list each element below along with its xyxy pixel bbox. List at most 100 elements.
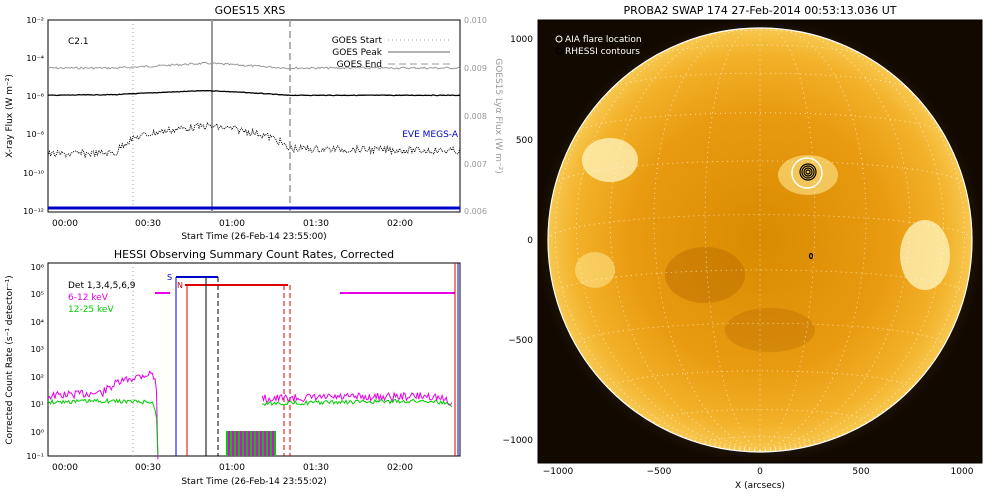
rhessi-contour <box>803 167 813 177</box>
goes-x-tick: 00:30 <box>135 219 161 229</box>
goes-legend-end: GOES End <box>337 60 382 70</box>
hessi-y-tick: 10⁴ <box>31 318 44 327</box>
hessi-x-ticks: 00:00 00:30 01:00 01:30 02:00 <box>52 463 413 473</box>
active-region <box>582 138 638 182</box>
hessi-frame <box>47 262 461 457</box>
longitude-line <box>759 239 973 451</box>
goes-x-tick: 02:00 <box>387 219 413 229</box>
goes-y-tick: 10⁻² <box>26 16 44 25</box>
hessi-x-tick: 02:00 <box>387 463 413 473</box>
hessi-y-ticks: 10⁶ 10⁵ 10⁴ 10³ 10² 10¹ 10⁰ 10⁻¹ <box>26 263 44 461</box>
goes-y-tick: 10⁻⁶ <box>26 92 44 101</box>
goes-y-tick-right: 0.007 <box>464 160 487 169</box>
goes-x-tick: 01:30 <box>303 219 329 229</box>
goes-ylabel-left: X-ray Flux (W m⁻²) <box>5 74 15 158</box>
goes-legend: GOES Start GOES Peak GOES End <box>332 36 450 70</box>
swap-y-tick: −1000 <box>503 436 534 446</box>
limb-circle <box>547 27 973 453</box>
rhessi-contour <box>801 165 815 179</box>
hessi-legend-det: Det 1,3,4,5,6,9 <box>68 281 136 291</box>
active-region <box>575 252 615 288</box>
goes-y-tick-right: 0.009 <box>464 64 487 73</box>
goes-y-tick: 10⁻⁸ <box>26 130 44 139</box>
hessi-legend-low: 6-12 keV <box>68 293 109 303</box>
swap-y-tick: 1000 <box>510 35 533 45</box>
hessi-title: HESSI Observing Summary Count Rates, Cor… <box>114 248 394 261</box>
longitude-line <box>759 49 966 451</box>
rhessi-contour <box>808 252 814 260</box>
coronal-hole <box>725 308 815 352</box>
longitude-line <box>554 49 761 451</box>
goes-legend-peak: GOES Peak <box>332 48 382 58</box>
goes-frame <box>47 19 461 213</box>
goes-xlabel: Start Time (26-Feb-14 23:55:00) <box>181 232 326 242</box>
hessi-y-tick: 10¹ <box>31 400 44 409</box>
swap-x-tick: 0 <box>757 467 763 477</box>
latitude-line <box>653 409 867 423</box>
hessi-attenuated-block <box>226 431 276 456</box>
active-region <box>900 220 950 290</box>
coronal-hole <box>665 247 745 303</box>
goes-y-tick: 10⁻¹² <box>23 207 44 216</box>
longitude-line <box>759 27 816 451</box>
goes-y-tick-right: 0.010 <box>464 16 487 25</box>
goes-y-tick-right: 0.006 <box>464 207 487 216</box>
goes-y-tick-right: 0.008 <box>464 112 487 121</box>
goes-class-label: C2.1 <box>68 37 89 47</box>
hessi-panel: HESSI Observing Summary Count Rates, Cor… <box>5 248 461 487</box>
hessi-legend: Det 1,3,4,5,6,9 6-12 keV 12-25 keV <box>68 281 136 315</box>
swap-frame <box>537 19 983 464</box>
longitude-line <box>575 33 761 451</box>
hessi-xlabel: Start Time (26-Feb-14 23:55:02) <box>181 477 326 487</box>
swap-panel: PROBA2 SWAP 174 27-Feb-2014 00:53:13.036… <box>503 4 983 491</box>
hessi-flag-n: N <box>177 281 183 290</box>
hessi-x-tick: 01:00 <box>219 463 245 473</box>
hessi-y-tick: 10⁻¹ <box>26 452 44 461</box>
rhessi-contour <box>805 169 811 175</box>
hessi-x-tick: 00:00 <box>52 463 78 473</box>
goes-ylabel-right: GOES15 Lyα Flux (W m⁻²) <box>493 58 503 174</box>
swap-x-tick: 500 <box>852 467 869 477</box>
hessi-x-tick: 01:30 <box>303 463 329 473</box>
hessi-x-tick: 00:30 <box>135 463 161 473</box>
rhessi-contours <box>799 163 817 260</box>
goes-x-ticks: 00:00 00:30 01:00 01:30 02:00 <box>52 219 413 229</box>
legend-rhessi-symbol <box>555 47 563 55</box>
swap-x-tick: 1000 <box>951 467 974 477</box>
latitude-line <box>577 112 943 133</box>
swap-xlabel: X (arcsecs) <box>735 481 785 491</box>
hessi-12-25-series <box>47 397 453 455</box>
latitude-line <box>711 29 809 35</box>
swap-title: PROBA2 SWAP 174 27-Feb-2014 00:53:13.036… <box>624 4 897 17</box>
goes-legend-start: GOES Start <box>332 36 383 46</box>
longitude-line <box>547 239 761 451</box>
heliographic-grid <box>547 27 973 451</box>
goes-y-ticks-right: 0.010 0.009 0.008 0.007 0.006 <box>464 16 487 216</box>
goes-xrs-series <box>47 89 460 97</box>
swap-y-tick: 500 <box>516 136 533 146</box>
goes-x-tick: 00:00 <box>52 219 78 229</box>
hessi-ylabel: Corrected Count Rate (s⁻¹ detector⁻¹) <box>5 275 15 444</box>
aia-flare-location-marker <box>791 157 823 189</box>
goes-panel: GOES15 XRS C2.1 GOES Start GOES Peak GOE… <box>5 4 503 242</box>
hessi-legend-high: 12-25 keV <box>68 305 114 315</box>
goes-lya-series <box>47 61 461 70</box>
goes-y-ticks-left: 10⁻² 10⁻⁴ 10⁻⁶ 10⁻⁸ 10⁻¹⁰ 10⁻¹² <box>23 16 44 216</box>
legend-aia-symbol <box>555 35 563 43</box>
swap-x-tick: −1000 <box>543 467 574 477</box>
goes-eve-label: EVE MEGS-A <box>402 130 459 140</box>
goes-eve-series <box>47 121 461 159</box>
swap-y-tick: 0 <box>527 236 533 246</box>
goes-x-tick: 01:00 <box>219 219 245 229</box>
hessi-y-tick: 10⁵ <box>31 290 44 299</box>
goes-y-tick: 10⁻⁴ <box>26 54 44 63</box>
swap-legend: AIA flare location RHESSI contours <box>555 35 642 57</box>
latitude-line <box>547 214 973 241</box>
swap-y-ticks: 1000 500 0 −500 −1000 <box>503 35 534 446</box>
longitude-line <box>759 33 945 451</box>
swap-x-ticks: −1000 −500 0 500 1000 <box>543 467 974 477</box>
goes-y-tick: 10⁻¹⁰ <box>23 169 44 178</box>
goes-title: GOES15 XRS <box>215 4 286 17</box>
swap-x-tick: −500 <box>647 467 672 477</box>
